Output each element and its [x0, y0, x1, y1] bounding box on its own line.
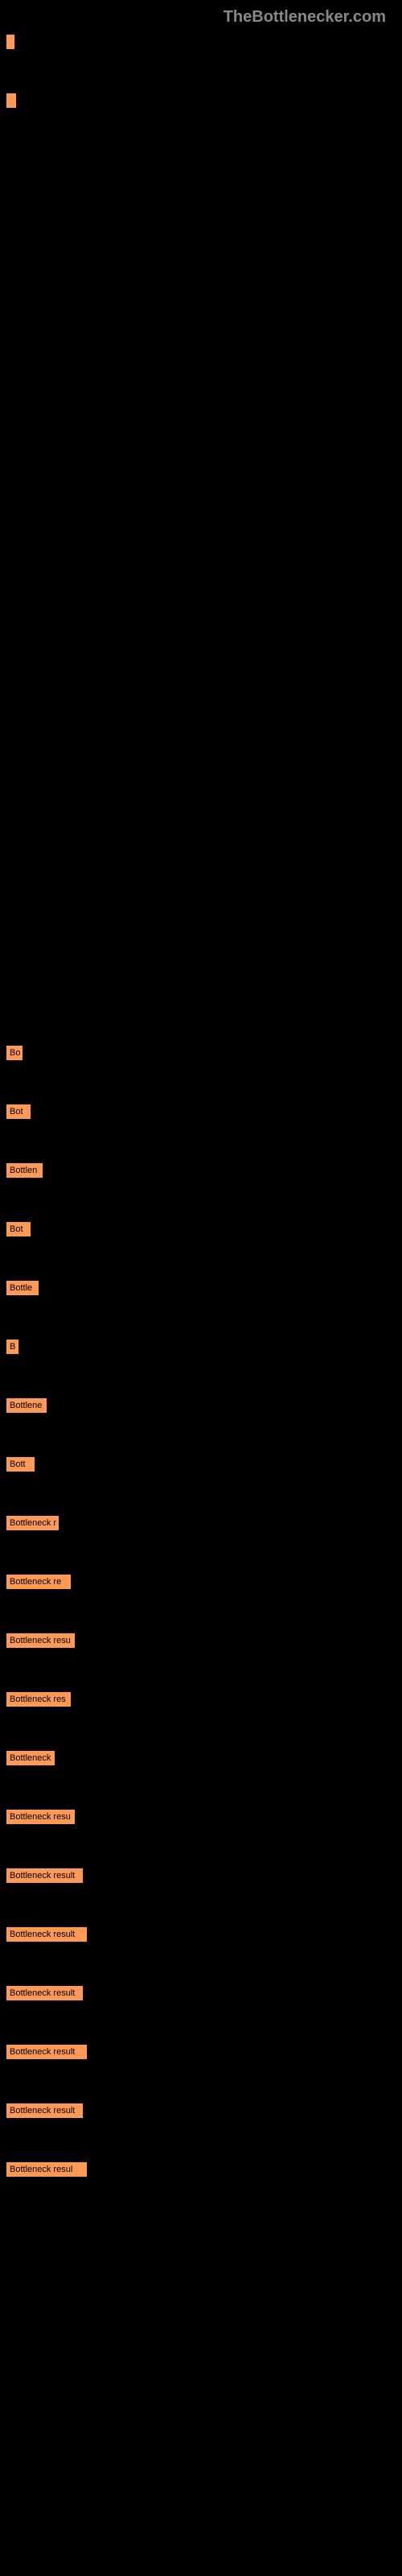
bar-item: Bottleneck result — [6, 2045, 87, 2059]
bar-item: B — [6, 1340, 18, 1354]
bar-item: Bottleneck result — [6, 1927, 87, 1942]
bar-item: Bottleneck re — [6, 1575, 71, 1589]
bar-item: Bot — [6, 1104, 31, 1119]
bar-item: Bottleneck resu — [6, 1810, 75, 1824]
bar-item: Bottleneck result — [6, 1986, 83, 2000]
bar-item: Bott — [6, 1457, 35, 1472]
bar-item: Bottlen — [6, 1163, 43, 1178]
bar-item: Bottleneck result — [6, 1868, 83, 1883]
bar-item: Bottleneck — [6, 1751, 55, 1765]
bar-item: Bottle — [6, 1281, 39, 1295]
bar-item: Bottleneck r — [6, 1516, 59, 1530]
spacer — [0, 152, 402, 1038]
bar-item: Bottleneck res — [6, 1692, 71, 1707]
bar-item: Bottleneck result — [6, 2103, 83, 2118]
chart-bars: Bo Bot Bottlen Bot Bottle B Bottlene Bott Bottle… — [0, 1038, 402, 2177]
bar-item — [6, 93, 16, 108]
watermark: TheBottlenecker.com — [0, 0, 402, 27]
bar-item: Bot — [6, 1222, 31, 1236]
bar-item: Bottleneck resul — [6, 2162, 87, 2177]
bar-item: Bottleneck resu — [6, 1633, 75, 1648]
top-bars — [0, 27, 402, 108]
bar-item — [6, 35, 14, 49]
bar-item: Bottlene — [6, 1398, 47, 1413]
bar-item: Bo — [6, 1046, 23, 1060]
